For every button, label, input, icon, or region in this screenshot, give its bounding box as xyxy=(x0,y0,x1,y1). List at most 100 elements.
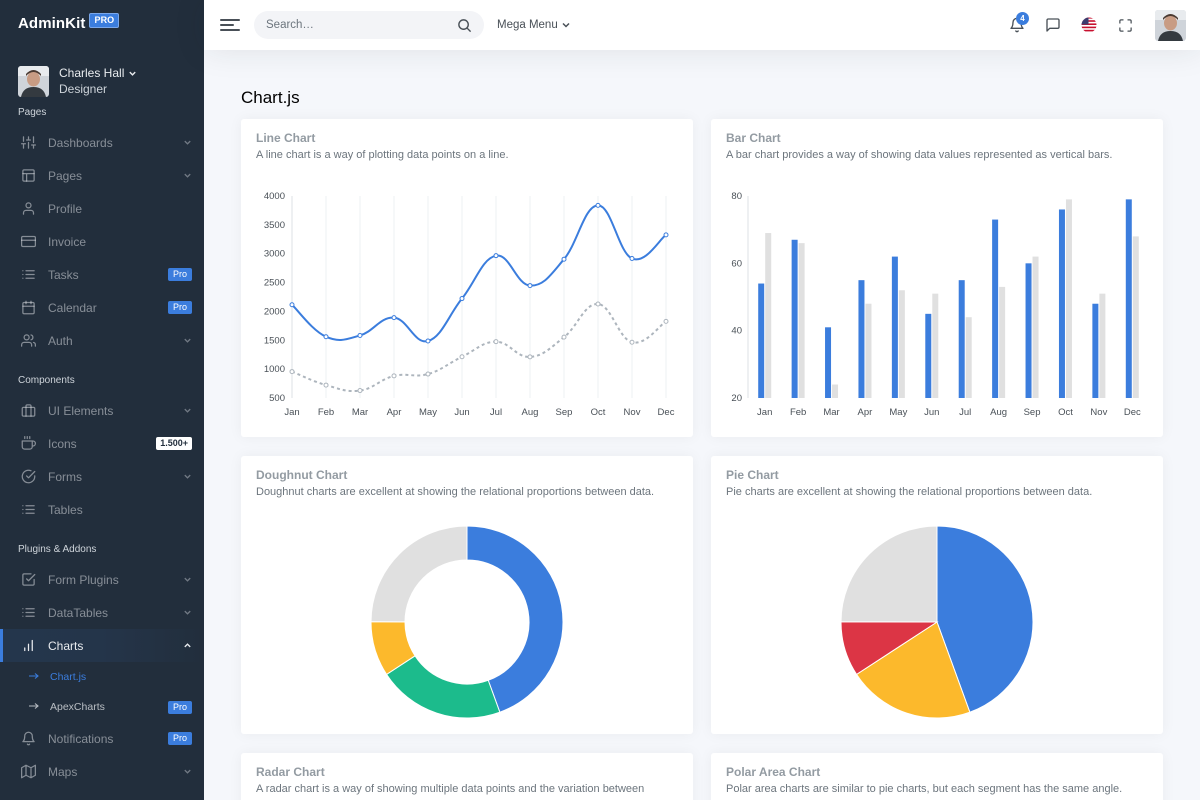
sliders-icon xyxy=(20,135,36,151)
notifications-button[interactable]: 4 xyxy=(999,7,1035,43)
data-point xyxy=(493,339,499,345)
slice xyxy=(936,525,1034,713)
sidebar-item-maps[interactable]: Maps xyxy=(0,755,204,788)
bar-chart: 20 40 60 80 Jan Feb Mar Apr May Jun Jul Aug Sep Oct No… xyxy=(731,191,1141,418)
x-tick-label: May xyxy=(889,407,907,418)
layout-icon xyxy=(20,168,36,184)
x-tick-label: Aug xyxy=(522,407,539,418)
sidebar: AdminKit PRO Charles Hall Designer Pages… xyxy=(0,0,204,800)
slice xyxy=(370,525,468,623)
sidebar-item-forms[interactable]: Forms xyxy=(0,460,204,493)
sidebar-item-datatables[interactable]: DataTables xyxy=(0,596,204,629)
sidebar-item-tasks[interactable]: Tasks Pro xyxy=(0,258,204,291)
y-tick-label: 40 xyxy=(731,326,742,337)
user-icon xyxy=(20,201,36,217)
pro-badge: Pro xyxy=(167,301,192,314)
sidebar-item-profile[interactable]: Profile xyxy=(0,192,204,225)
bar xyxy=(1092,303,1099,398)
avatar xyxy=(18,65,49,97)
messages-button[interactable] xyxy=(1035,7,1071,43)
search-icon[interactable] xyxy=(457,18,472,33)
card-subtitle: Pie charts are excellent at showing the … xyxy=(726,486,1093,498)
sidebar-item-dashboards[interactable]: Dashboards xyxy=(0,126,204,159)
data-point xyxy=(391,315,397,321)
y-tick-label: 3000 xyxy=(264,249,285,260)
y-tick-label: 2000 xyxy=(264,306,285,317)
card-subtitle: Doughnut charts are excellent at showing… xyxy=(256,486,655,498)
check-circle-icon xyxy=(20,469,36,485)
bell-icon xyxy=(20,731,36,747)
sidebar-item-label: Calendar xyxy=(48,300,97,315)
sidebar-toggle-icon[interactable] xyxy=(220,15,240,35)
sidebar-item-label: Charts xyxy=(48,638,84,653)
bar xyxy=(925,313,932,398)
sidebar-nav: Pages Dashboards Pages Profile Invoice Tasks P… xyxy=(0,104,204,788)
slice xyxy=(385,655,501,719)
check-square-icon xyxy=(20,572,36,588)
list-icon xyxy=(20,605,36,621)
sidebar-item-pages[interactable]: Pages xyxy=(0,159,204,192)
count-badge: 1.500+ xyxy=(156,437,192,450)
sidebar-item-ui-elements[interactable]: UI Elements xyxy=(0,394,204,427)
y-tick-label: 3500 xyxy=(264,220,285,231)
search-input[interactable] xyxy=(266,19,457,31)
sidebar-user[interactable]: Charles Hall Designer xyxy=(0,46,204,104)
bar xyxy=(798,243,805,398)
brand-name: AdminKit xyxy=(18,14,86,32)
card-title: Doughnut Chart xyxy=(256,468,348,482)
chevron-down-icon xyxy=(183,573,192,587)
map-icon xyxy=(20,764,36,780)
users-icon xyxy=(20,333,36,349)
sidebar-item-icons[interactable]: Icons 1.500+ xyxy=(0,427,204,460)
bar xyxy=(999,286,1006,398)
language-button[interactable] xyxy=(1071,7,1107,43)
bar xyxy=(965,317,972,398)
sidebar-item-invoice[interactable]: Invoice xyxy=(0,225,204,258)
arrow-right-icon xyxy=(28,701,44,713)
data-point xyxy=(561,334,567,340)
sidebar-item-form-plugins[interactable]: Form Plugins xyxy=(0,563,204,596)
chevron-down-icon xyxy=(183,169,192,183)
y-tick-label: 1500 xyxy=(264,335,285,346)
slice xyxy=(855,621,971,719)
card-title: Line Chart xyxy=(256,131,316,145)
bar xyxy=(791,239,798,398)
sidebar-item-charts[interactable]: Charts xyxy=(0,629,204,662)
series-line xyxy=(291,204,667,343)
sidebar-subitem-chart-js[interactable]: Chart.js xyxy=(0,662,204,692)
bar xyxy=(1032,256,1039,398)
brand-logo[interactable]: AdminKit PRO xyxy=(0,0,204,46)
line-chart: Jan Feb Mar Apr May Jun Jul Aug Sep Oct Nov Dec 500 1… xyxy=(264,191,675,418)
mega-menu-dropdown[interactable]: Mega Menu xyxy=(497,19,571,31)
sidebar-item-notifications[interactable]: Notifications Pro xyxy=(0,722,204,755)
y-tick-label: 2500 xyxy=(264,278,285,289)
sidebar-item-label: DataTables xyxy=(48,605,109,620)
page-title: Chart.js xyxy=(241,88,300,107)
message-square-icon xyxy=(1046,18,1060,32)
sidebar-item-calendar[interactable]: Calendar Pro xyxy=(0,291,204,324)
slice xyxy=(466,525,564,713)
chevron-down-icon xyxy=(183,606,192,620)
sidebar-item-tables[interactable]: Tables xyxy=(0,493,204,526)
avatar[interactable] xyxy=(1155,9,1186,41)
bar xyxy=(832,384,839,398)
x-tick-label: Jun xyxy=(924,407,939,418)
sidebar-item-auth[interactable]: Auth xyxy=(0,324,204,357)
card-subtitle: A line chart is a way of plotting data p… xyxy=(256,149,509,161)
x-tick-label: Mar xyxy=(823,407,839,418)
fullscreen-button[interactable] xyxy=(1107,7,1143,43)
x-tick-label: Aug xyxy=(990,407,1007,418)
topbar: Mega Menu 4 xyxy=(204,0,1200,50)
search-box xyxy=(254,11,484,39)
x-tick-label: Jan xyxy=(284,407,299,418)
sidebar-item-label: Form Plugins xyxy=(48,572,119,587)
bar xyxy=(825,327,832,398)
user-name: Charles Hall xyxy=(59,66,125,80)
bar-chart-card: Bar Chart A bar chart provides a way of … xyxy=(711,119,1163,437)
sidebar-subitem-apexcharts[interactable]: ApexCharts Pro xyxy=(0,692,204,722)
sidebar-item-label: Icons xyxy=(48,436,77,451)
y-tick-label: 500 xyxy=(269,393,285,404)
bar xyxy=(865,303,872,398)
chevron-down-icon xyxy=(183,404,192,418)
bar xyxy=(932,293,939,398)
